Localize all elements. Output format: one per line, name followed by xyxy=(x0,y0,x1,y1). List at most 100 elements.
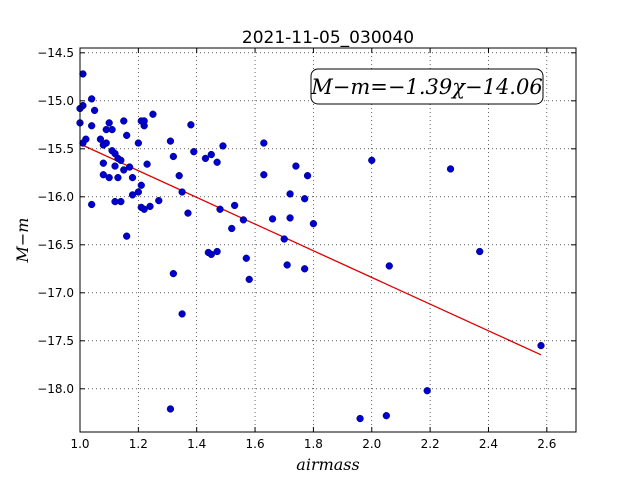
data-point xyxy=(111,162,119,170)
data-point xyxy=(90,106,99,115)
data-point xyxy=(268,215,277,223)
data-point xyxy=(283,261,291,269)
data-point xyxy=(423,387,431,395)
plot-frame xyxy=(79,47,577,433)
data-point xyxy=(382,412,391,420)
data-point xyxy=(385,262,393,270)
data-point xyxy=(125,163,134,171)
data-point xyxy=(149,110,157,118)
x-axis-label: airmass xyxy=(296,455,359,474)
data-point xyxy=(286,214,294,222)
data-point xyxy=(143,160,151,168)
data-point xyxy=(99,171,107,179)
fit-annotation-text: M−m=−1.39χ−14.06 xyxy=(310,75,542,99)
data-point xyxy=(213,158,221,166)
data-point xyxy=(117,156,125,164)
data-point xyxy=(309,220,318,228)
data-points xyxy=(76,70,545,423)
x-tick-labels: 1.0 1.2 1.4 1.6 1.8 2.0 2.2 2.4 2.6 xyxy=(70,437,556,451)
data-point xyxy=(187,121,195,129)
x-tick-label: 2.2 xyxy=(421,437,440,451)
data-point xyxy=(219,142,227,150)
data-point xyxy=(88,200,96,209)
data-point xyxy=(123,232,131,240)
data-point xyxy=(207,150,215,159)
data-point xyxy=(286,190,294,198)
data-point xyxy=(120,166,128,174)
data-point xyxy=(88,95,96,103)
data-point xyxy=(476,247,484,256)
data-point xyxy=(242,254,250,262)
fit-line-group xyxy=(79,143,542,356)
x-tick-label: 2.0 xyxy=(362,437,381,451)
y-tick-label: −18.0 xyxy=(37,382,74,396)
data-point xyxy=(120,117,128,125)
data-point xyxy=(79,139,87,147)
data-point xyxy=(245,275,253,284)
data-point xyxy=(134,139,143,147)
data-point xyxy=(239,216,248,224)
data-point xyxy=(207,250,215,259)
data-point xyxy=(356,414,364,423)
data-point xyxy=(230,201,239,210)
data-point xyxy=(140,205,148,213)
data-point xyxy=(155,196,163,205)
x-tick-label: 1.4 xyxy=(187,437,206,451)
data-point xyxy=(79,70,87,78)
data-point xyxy=(123,131,131,140)
data-point xyxy=(166,405,175,413)
x-tick-label: 2.6 xyxy=(537,437,556,451)
data-point xyxy=(134,188,143,196)
data-point xyxy=(213,247,221,256)
data-point xyxy=(128,173,137,182)
data-point xyxy=(216,205,224,213)
x-tick-label: 1.8 xyxy=(304,437,323,451)
data-point xyxy=(178,188,186,196)
data-point xyxy=(128,191,137,199)
data-point xyxy=(114,173,122,182)
x-tick-label: 1.0 xyxy=(70,437,89,451)
data-point xyxy=(301,265,309,273)
chart-title: 2021-11-05_030040 xyxy=(242,28,414,48)
fit-annotation-box xyxy=(310,68,544,105)
data-point xyxy=(260,171,268,179)
data-point xyxy=(228,224,236,233)
data-point xyxy=(446,165,455,173)
data-point xyxy=(105,173,113,182)
data-point xyxy=(96,135,105,143)
y-tick-label: −16.5 xyxy=(37,238,74,252)
x-tick-label: 2.4 xyxy=(479,437,498,451)
data-point xyxy=(137,181,145,189)
data-point xyxy=(280,235,288,243)
data-point xyxy=(99,159,107,167)
data-point xyxy=(201,154,210,163)
data-point xyxy=(175,172,183,180)
data-point xyxy=(140,117,148,125)
data-point xyxy=(117,197,125,206)
y-tick-label: −15.0 xyxy=(37,94,74,108)
data-point xyxy=(260,139,268,147)
data-point xyxy=(88,122,96,130)
data-point xyxy=(368,156,376,164)
y-tick-label: −14.5 xyxy=(37,46,74,60)
data-point xyxy=(301,195,309,203)
y-axis-label: M−m xyxy=(13,218,32,264)
data-point xyxy=(190,148,198,156)
y-tick-label: −17.0 xyxy=(37,286,74,300)
data-point xyxy=(105,119,113,127)
x-tick-label: 1.6 xyxy=(246,437,265,451)
data-point xyxy=(537,341,545,350)
y-tick-labels: −14.5 −15.0 −15.5 −16.0 −16.5 −17.0 −17.5 −18.0 xyxy=(37,46,74,396)
x-tick-label: 1.2 xyxy=(129,437,148,451)
data-point xyxy=(169,152,178,161)
axis-ticks xyxy=(79,48,576,432)
y-tick-label: −17.5 xyxy=(37,334,74,348)
data-point xyxy=(102,139,110,147)
y-tick-label: −15.5 xyxy=(37,142,74,156)
y-tick-label: −16.0 xyxy=(37,190,74,204)
data-point xyxy=(108,125,116,134)
data-point xyxy=(303,172,312,180)
data-point xyxy=(184,209,192,217)
data-point xyxy=(146,202,154,211)
